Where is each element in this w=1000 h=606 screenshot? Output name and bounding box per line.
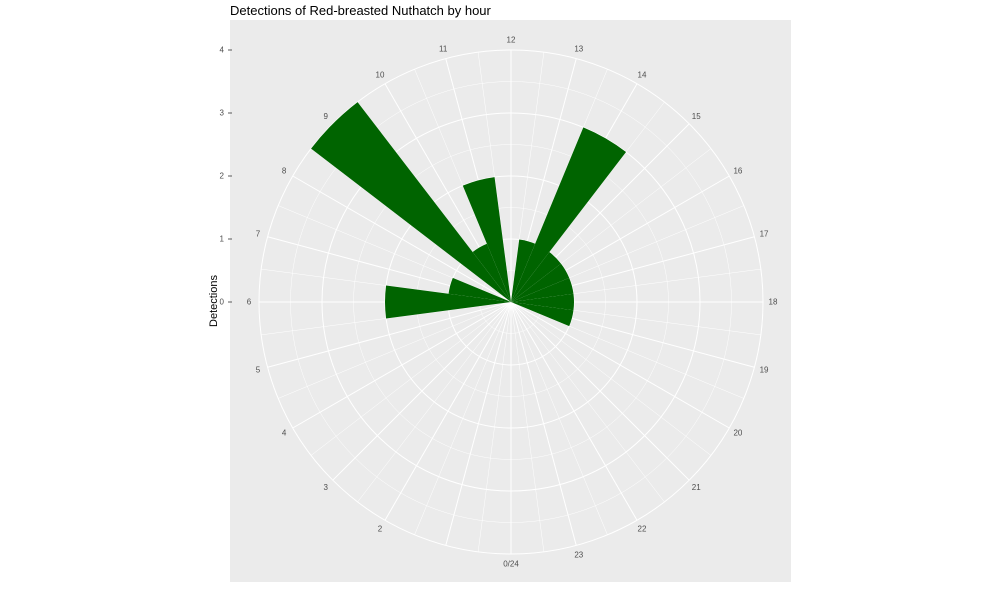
hour-label: 9 <box>324 112 329 121</box>
hour-label: 20 <box>733 429 742 438</box>
bar-hour-11 <box>462 177 511 302</box>
y-tick-label: 0 <box>220 298 225 307</box>
hour-label: 23 <box>574 551 583 560</box>
hour-label: 6 <box>247 298 252 307</box>
bar-hour-13 <box>511 239 536 302</box>
bar-hour-19 <box>511 302 574 327</box>
grid-spoke <box>332 301 512 481</box>
hour-label: 15 <box>692 112 701 121</box>
y-axis: 0 1 2 3 4 <box>220 46 232 307</box>
grid-spoke <box>292 175 512 303</box>
hour-label: 3 <box>324 483 329 492</box>
grid-spoke <box>267 301 512 368</box>
hour-label: 7 <box>256 230 261 239</box>
y-tick-label: 3 <box>220 109 225 118</box>
bar-hour-15 <box>511 252 561 302</box>
bar-hour-10 <box>472 243 511 302</box>
y-tick-label: 2 <box>220 172 225 181</box>
hour-label: 10 <box>376 71 385 80</box>
y-tick-label: 1 <box>220 235 225 244</box>
grid-spoke <box>445 301 512 546</box>
hour-label: 17 <box>760 230 769 239</box>
hour-label: 13 <box>574 44 583 53</box>
hour-label: 8 <box>282 167 287 176</box>
hour-label: 11 <box>439 44 448 53</box>
bar-hour-7 <box>448 277 511 302</box>
grid-spoke-minor <box>414 301 512 535</box>
grid-spoke-minor <box>357 301 512 503</box>
grid-spoke <box>292 301 512 429</box>
bar-hour-14 <box>511 127 627 302</box>
hour-label: 2 <box>378 524 383 533</box>
hour-label: 18 <box>769 298 778 307</box>
grid-spoke-minor <box>510 301 665 503</box>
bar-hour-18 <box>511 293 574 311</box>
grid-spoke <box>510 301 638 521</box>
grid-spoke-minor <box>310 301 512 456</box>
grid-spoke-minor <box>278 301 512 399</box>
grid-spoke-minor <box>510 301 545 552</box>
grid-layer <box>258 49 764 555</box>
grid-spoke-minor <box>510 301 712 456</box>
hour-label: 5 <box>256 365 261 374</box>
grid-spoke <box>384 301 512 521</box>
hour-label: 14 <box>638 71 647 80</box>
grid-spoke <box>510 301 577 546</box>
chart-title: Detections of Red-breasted Nuthatch by h… <box>230 3 491 18</box>
y-tick-label: 4 <box>220 46 225 55</box>
grid-spoke-minor <box>510 301 608 535</box>
bar-layer <box>311 102 627 327</box>
hour-label: 4 <box>282 429 287 438</box>
hour-label: 0/24 <box>503 560 519 569</box>
grid-spoke-minor <box>477 301 512 552</box>
hour-label: 19 <box>760 365 769 374</box>
grid-spoke <box>510 301 730 429</box>
bar-hour-9 <box>311 102 511 303</box>
bar-hour-16 <box>511 263 570 302</box>
hour-label: 22 <box>638 524 647 533</box>
hour-label: 21 <box>692 483 701 492</box>
grid-spoke <box>510 301 690 481</box>
hour-label: 12 <box>507 36 516 45</box>
bar-hour-17 <box>511 277 574 302</box>
hour-label: 16 <box>733 167 742 176</box>
bar-hour-6 <box>385 285 511 319</box>
